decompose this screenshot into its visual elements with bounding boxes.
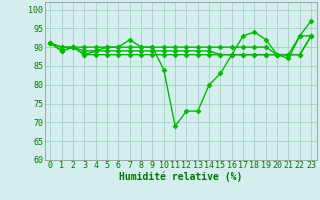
X-axis label: Humidité relative (%): Humidité relative (%)	[119, 171, 243, 182]
